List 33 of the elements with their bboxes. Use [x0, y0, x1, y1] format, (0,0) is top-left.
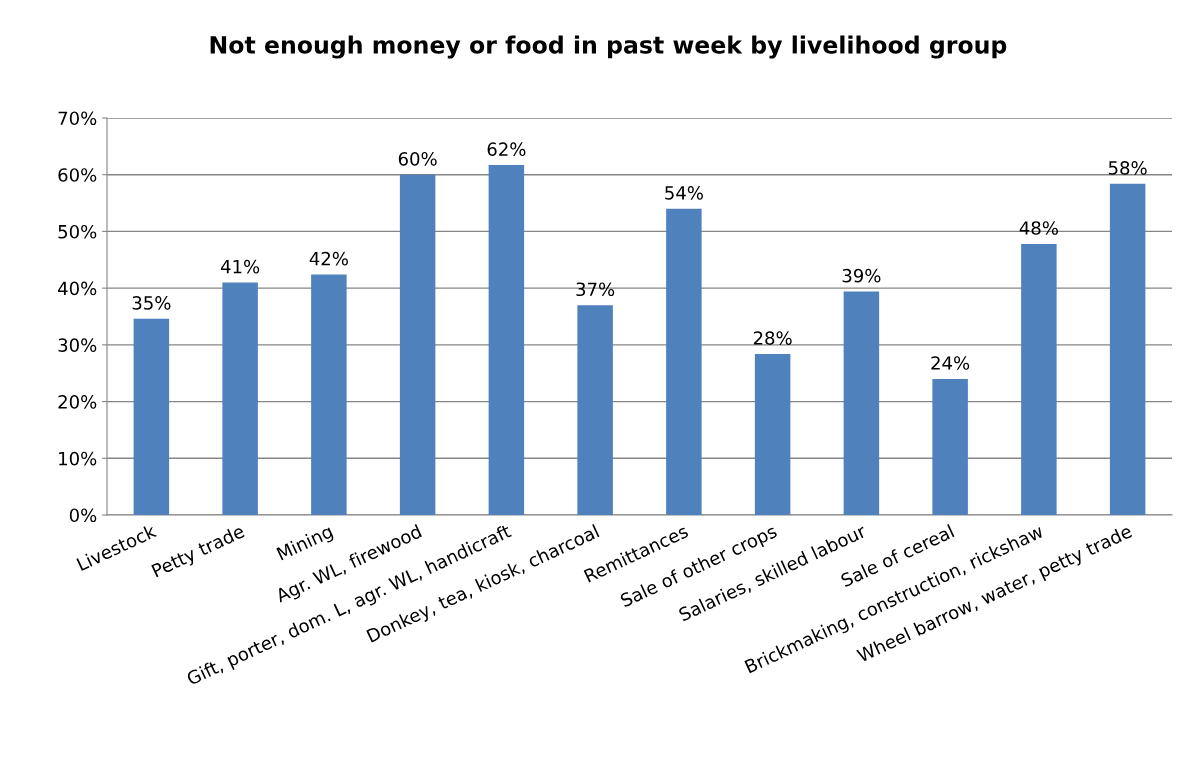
bar — [399, 174, 436, 515]
y-tick-label: 0% — [69, 508, 97, 523]
data-label: 58% — [1108, 161, 1147, 175]
y-tick-label: 10% — [59, 451, 97, 466]
y-tick-label: 40% — [58, 281, 97, 296]
data-label: 54% — [665, 186, 703, 200]
y-tick-label: 30% — [58, 338, 97, 352]
bar — [754, 353, 791, 515]
bar — [133, 318, 170, 515]
data-label: 37% — [576, 282, 615, 297]
data-label: 62% — [487, 142, 526, 157]
bar — [1109, 183, 1146, 515]
y-tick-label: 70% — [58, 111, 97, 126]
bar — [843, 291, 880, 515]
bar — [932, 378, 968, 515]
data-label: 28% — [753, 331, 792, 345]
chart-title: Not enough money or food in past week by livelihood group — [210, 35, 1007, 59]
y-tick-label: 50% — [58, 224, 97, 239]
data-label: 24% — [931, 356, 970, 370]
data-label: 35% — [132, 296, 171, 310]
data-label: 39% — [842, 268, 881, 283]
bar — [222, 282, 258, 515]
data-label: 41% — [220, 259, 260, 274]
bar — [311, 274, 347, 515]
data-label: 48% — [1019, 221, 1058, 235]
bar — [666, 208, 702, 515]
data-label: 42% — [309, 251, 348, 266]
y-tick-label: 60% — [58, 168, 97, 182]
bar — [488, 165, 525, 515]
bar — [577, 305, 613, 515]
bar — [1021, 243, 1057, 515]
y-tick-label: 20% — [58, 395, 97, 409]
data-label: 60% — [398, 152, 437, 166]
